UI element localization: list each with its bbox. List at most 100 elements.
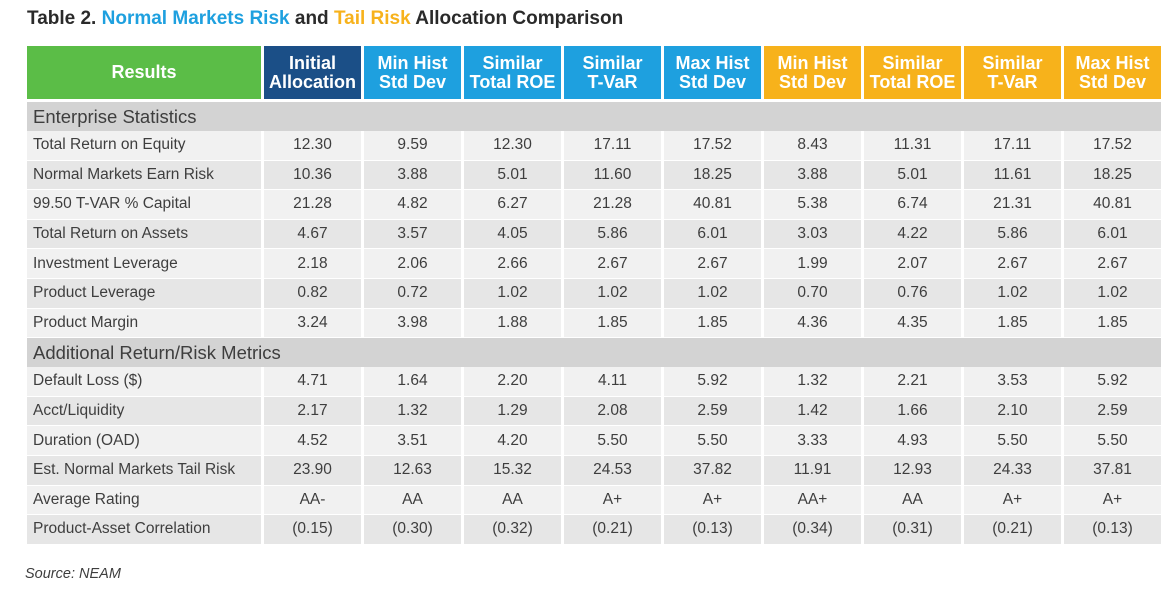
row-label: Total Return on Equity (27, 131, 261, 161)
table-cell: (0.30) (364, 515, 461, 545)
table-cell: A+ (664, 485, 761, 516)
table-cell: 5.38 (764, 190, 861, 220)
source-note: Source: NEAM (25, 566, 121, 582)
table-cell: 1.02 (664, 278, 761, 309)
column-header-line1: Max Hist (675, 52, 750, 73)
table-cell: 2.67 (1064, 249, 1161, 279)
table-cell: 3.53 (964, 367, 1061, 397)
column-header-line2: Total ROE (869, 71, 956, 92)
table-row: Default Loss ($) 4.71 1.64 2.20 4.11 5.92 1.32… (27, 367, 1161, 397)
allocation-comparison-table: Results Initial Allocation Min Hist Std De… (24, 46, 1164, 545)
table-cell: AA (464, 485, 561, 516)
table-row: 99.50 T-VAR % Capital 21.28 4.82 6.27 21.28 4… (27, 190, 1161, 220)
table-cell: A+ (1064, 485, 1161, 516)
row-label: Total Return on Assets (27, 219, 261, 250)
table-row: Investment Leverage 2.18 2.06 2.66 2.67 2.67 1… (27, 249, 1161, 279)
column-header-line1: Min Hist (377, 52, 448, 73)
table-cell: 11.91 (764, 455, 861, 486)
table-cell: 1.32 (764, 367, 861, 397)
row-label: Product Leverage (27, 278, 261, 309)
table-cell: 24.53 (564, 455, 661, 486)
table-cell: 2.59 (1064, 396, 1161, 427)
table-body: Enterprise Statistics Total Return on Equ… (27, 102, 1161, 545)
table-cell: 12.30 (464, 131, 561, 161)
table-cell: (0.21) (964, 515, 1061, 545)
table-cell: 4.82 (364, 190, 461, 220)
section-header-row: Enterprise Statistics (27, 102, 1161, 131)
table-cell: 1.02 (464, 278, 561, 309)
table-cell: 1.42 (764, 396, 861, 427)
table-cell: 3.57 (364, 219, 461, 250)
table-cell: 5.86 (564, 219, 661, 250)
table-cell: 6.01 (1064, 219, 1161, 250)
section-title: Enterprise Statistics (27, 102, 1161, 131)
table-cell: 3.51 (364, 426, 461, 456)
table-cell: 3.88 (364, 160, 461, 191)
table-cell: 17.52 (664, 131, 761, 161)
column-header-line2: T-VaR (587, 71, 638, 92)
table-cell: (0.34) (764, 515, 861, 545)
column-header-line1: Similar (882, 52, 943, 73)
title-normal-markets-risk: Normal Markets Risk (101, 8, 290, 29)
column-header-line1: Initial (288, 52, 336, 73)
table-cell: 2.08 (564, 396, 661, 427)
row-label: Est. Normal Markets Tail Risk (27, 455, 261, 486)
table-cell: 17.11 (964, 131, 1061, 161)
table-cell: 4.35 (864, 308, 961, 339)
table-row: Product Margin 3.24 3.98 1.88 1.85 1.85 4.36 4.… (27, 308, 1161, 339)
header-row: Results Initial Allocation Min Hist Std De… (27, 46, 1161, 102)
table-cell: 8.43 (764, 131, 861, 161)
table-cell: AA+ (764, 485, 861, 516)
table-cell: 1.02 (564, 278, 661, 309)
table-cell: 4.52 (264, 426, 361, 456)
table-cell: 12.30 (264, 131, 361, 161)
table-cell: 4.36 (764, 308, 861, 339)
table-cell: 5.50 (1064, 426, 1161, 456)
table-cell: 5.92 (1064, 367, 1161, 397)
table-cell: 18.25 (664, 160, 761, 191)
column-header-line1: Similar (482, 52, 543, 73)
row-label: Average Rating (27, 485, 261, 516)
column-header-line2: Std Dev (678, 71, 747, 92)
table-cell: 6.01 (664, 219, 761, 250)
table-cell: 2.67 (964, 249, 1061, 279)
table-cell: 5.50 (664, 426, 761, 456)
table-cell: 1.66 (864, 396, 961, 427)
table-cell: 5.50 (564, 426, 661, 456)
table-title: Table 2. Normal Markets Risk and Tail Ri… (27, 6, 1147, 32)
column-header: Initial Allocation (264, 46, 361, 102)
column-header-line2: T-VaR (987, 71, 1038, 92)
table-cell: 6.74 (864, 190, 961, 220)
column-header-line2: Std Dev (1078, 71, 1147, 92)
column-header: Similar Total ROE (864, 46, 961, 102)
title-prefix: Table 2. (27, 8, 102, 29)
column-header: Similar Total ROE (464, 46, 561, 102)
row-label: Investment Leverage (27, 249, 261, 279)
results-header: Results (27, 46, 261, 102)
column-header: Min Hist Std Dev (364, 46, 461, 102)
table-cell: 2.06 (364, 249, 461, 279)
table-cell: 2.66 (464, 249, 561, 279)
column-header: Min Hist Std Dev (764, 46, 861, 102)
table-cell: 17.52 (1064, 131, 1161, 161)
table-cell: 10.36 (264, 160, 361, 191)
table-cell: 12.93 (864, 455, 961, 486)
row-label: Product Margin (27, 308, 261, 339)
table-cell: (0.13) (664, 515, 761, 545)
title-suffix: Allocation Comparison (410, 8, 624, 29)
table-cell: 5.01 (464, 160, 561, 191)
table-cell: 0.70 (764, 278, 861, 309)
table-cell: 4.22 (864, 219, 961, 250)
table-cell: 2.67 (564, 249, 661, 279)
table-cell: 11.61 (964, 160, 1061, 191)
table-cell: 4.20 (464, 426, 561, 456)
column-header-line1: Max Hist (1075, 52, 1150, 73)
table-cell: AA (364, 485, 461, 516)
table-cell: 3.03 (764, 219, 861, 250)
title-conjunction: and (289, 8, 334, 29)
table-cell: A+ (964, 485, 1061, 516)
table-cell: (0.31) (864, 515, 961, 545)
table-cell: 4.11 (564, 367, 661, 397)
table-cell: AA (864, 485, 961, 516)
table-cell: (0.32) (464, 515, 561, 545)
